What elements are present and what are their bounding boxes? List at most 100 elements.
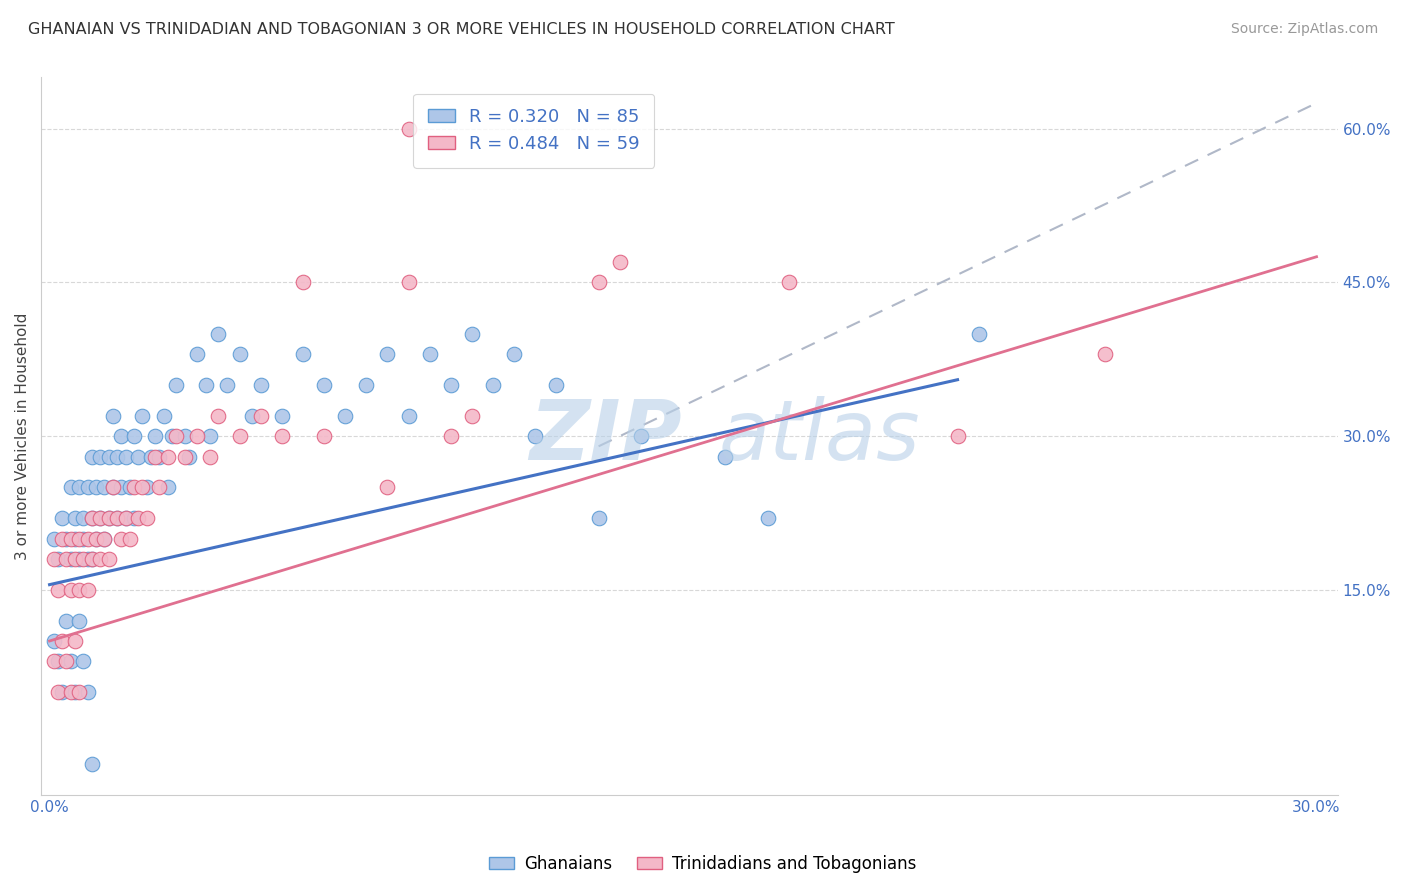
Point — [51, 634, 73, 648]
Text: ZIP: ZIP — [529, 395, 682, 476]
Text: GHANAIAN VS TRINIDADIAN AND TOBAGONIAN 3 OR MORE VEHICLES IN HOUSEHOLD CORRELATI: GHANAIAN VS TRINIDADIAN AND TOBAGONIAN 3… — [28, 22, 894, 37]
Point — [101, 409, 124, 423]
Point — [42, 634, 65, 648]
Point — [63, 552, 86, 566]
Point — [291, 347, 314, 361]
Point — [152, 409, 174, 423]
Point — [101, 480, 124, 494]
Point — [105, 511, 128, 525]
Point — [110, 429, 132, 443]
Point — [609, 255, 631, 269]
Point — [148, 450, 170, 464]
Point — [55, 532, 77, 546]
Point — [55, 552, 77, 566]
Point — [143, 450, 166, 464]
Point — [177, 450, 200, 464]
Point — [165, 377, 187, 392]
Point — [148, 480, 170, 494]
Point — [215, 377, 238, 392]
Point — [42, 552, 65, 566]
Point — [72, 552, 94, 566]
Point — [249, 409, 271, 423]
Point — [398, 409, 420, 423]
Point — [440, 429, 463, 443]
Point — [89, 511, 111, 525]
Point — [312, 429, 335, 443]
Point — [312, 377, 335, 392]
Point — [67, 552, 90, 566]
Point — [84, 480, 107, 494]
Point — [46, 685, 69, 699]
Point — [139, 450, 162, 464]
Point — [461, 409, 484, 423]
Point — [291, 276, 314, 290]
Point — [207, 409, 229, 423]
Point — [114, 511, 136, 525]
Point — [122, 480, 145, 494]
Point — [127, 511, 149, 525]
Point — [398, 276, 420, 290]
Point — [165, 429, 187, 443]
Point — [118, 532, 141, 546]
Point — [118, 480, 141, 494]
Point — [946, 429, 969, 443]
Point — [80, 756, 103, 771]
Point — [114, 450, 136, 464]
Point — [59, 532, 82, 546]
Point — [63, 532, 86, 546]
Point — [503, 347, 526, 361]
Point — [76, 685, 98, 699]
Point — [630, 429, 652, 443]
Point — [84, 532, 107, 546]
Point — [135, 511, 157, 525]
Point — [80, 552, 103, 566]
Point — [186, 429, 208, 443]
Point — [228, 429, 250, 443]
Legend: R = 0.320   N = 85, R = 0.484   N = 59: R = 0.320 N = 85, R = 0.484 N = 59 — [413, 94, 654, 168]
Point — [127, 450, 149, 464]
Legend: Ghanaians, Trinidadians and Tobagonians: Ghanaians, Trinidadians and Tobagonians — [482, 848, 924, 880]
Point — [97, 511, 120, 525]
Point — [377, 480, 399, 494]
Point — [440, 377, 463, 392]
Point — [46, 582, 69, 597]
Point — [198, 450, 221, 464]
Point — [76, 532, 98, 546]
Point — [67, 614, 90, 628]
Point — [105, 511, 128, 525]
Point — [93, 532, 115, 546]
Point — [356, 377, 378, 392]
Point — [1094, 347, 1116, 361]
Point — [93, 480, 115, 494]
Point — [778, 276, 800, 290]
Point — [80, 450, 103, 464]
Point — [67, 582, 90, 597]
Point — [67, 685, 90, 699]
Point — [270, 429, 292, 443]
Point — [97, 552, 120, 566]
Point — [105, 450, 128, 464]
Point — [80, 552, 103, 566]
Point — [67, 532, 90, 546]
Point — [156, 450, 179, 464]
Point — [482, 377, 505, 392]
Point — [80, 511, 103, 525]
Point — [398, 121, 420, 136]
Point — [76, 552, 98, 566]
Point — [240, 409, 263, 423]
Point — [131, 480, 153, 494]
Point — [546, 377, 568, 392]
Point — [101, 480, 124, 494]
Point — [110, 480, 132, 494]
Point — [59, 552, 82, 566]
Point — [377, 347, 399, 361]
Point — [97, 450, 120, 464]
Y-axis label: 3 or more Vehicles in Household: 3 or more Vehicles in Household — [15, 312, 30, 560]
Point — [270, 409, 292, 423]
Point — [97, 511, 120, 525]
Point — [67, 480, 90, 494]
Point — [114, 511, 136, 525]
Point — [194, 377, 217, 392]
Point — [131, 409, 153, 423]
Point — [122, 429, 145, 443]
